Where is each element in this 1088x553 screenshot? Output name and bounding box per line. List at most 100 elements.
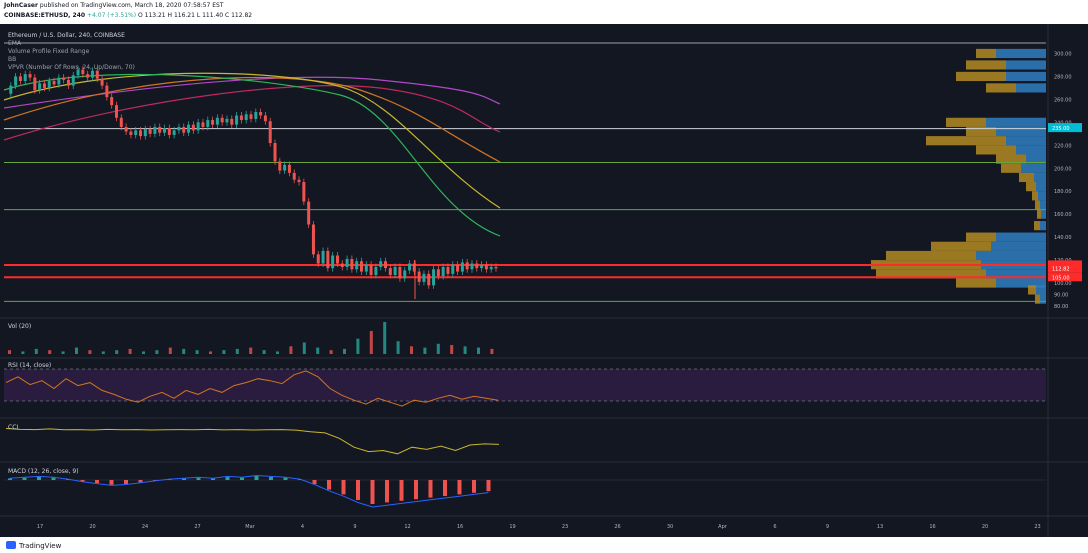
candle-body — [326, 250, 330, 269]
volume-profile-bar-up — [1021, 163, 1046, 173]
volume-profile-bar-down — [886, 250, 976, 261]
volume-profile-bar-down — [1035, 294, 1040, 304]
candle-body — [225, 118, 229, 123]
time-axis-tick: 24 — [142, 524, 148, 530]
candle-body — [456, 264, 460, 272]
volume-bar — [369, 330, 373, 354]
macd-line — [9, 474, 489, 508]
volume-profile-bar-up — [1026, 154, 1046, 164]
macd-histogram-bar — [283, 477, 288, 480]
candle-body — [86, 74, 90, 78]
indicator-legend-4[interactable]: VPVR (Number Of Rows, 24, Up/Down, 70) — [8, 64, 135, 71]
candle-body — [268, 121, 272, 144]
candle-body — [235, 115, 239, 125]
indicator-legend-2[interactable]: Volume Profile Fixed Range — [8, 48, 90, 55]
candle-body — [33, 77, 37, 91]
symbol-label[interactable]: COINBASE:ETHUSD, 240 — [4, 12, 86, 19]
macd-histogram-bar — [269, 476, 273, 480]
volume-bar — [168, 347, 172, 354]
candle-body — [38, 83, 42, 91]
macd-histogram-bar — [370, 480, 375, 504]
candle-body — [211, 120, 215, 125]
macd-histogram-bar — [95, 480, 99, 484]
volume-bar — [75, 347, 78, 354]
volume-bar — [450, 345, 454, 354]
candle-body — [201, 122, 205, 127]
volume-profile-bar-up — [1006, 60, 1046, 70]
volume-bar — [128, 348, 132, 354]
volume-profile-bar-up — [991, 241, 1046, 251]
time-axis-tick: 9 — [353, 524, 356, 530]
author-name[interactable]: JohnCaser — [4, 2, 38, 9]
volume-profile-bar-down — [1035, 200, 1040, 210]
candle-body — [484, 264, 488, 270]
price-axis-tick: 100.00 — [1054, 281, 1072, 287]
candle-body — [148, 129, 152, 134]
ema-purple-line — [3, 76, 501, 109]
volume-bar — [410, 346, 413, 354]
price-axis-tick: 80.00 — [1054, 304, 1068, 310]
candle-body — [475, 263, 479, 269]
macd-histogram-bar — [37, 476, 41, 480]
volume-profile-bar-down — [986, 83, 1016, 93]
candle-body — [340, 263, 344, 267]
candle-body — [350, 258, 354, 270]
macd-histogram-bar — [51, 477, 56, 480]
volume-bar — [209, 351, 212, 354]
price-tag-label: 112.82 — [1052, 266, 1070, 272]
price-tag-label: 235.00 — [1052, 126, 1070, 132]
candle-body — [119, 117, 123, 127]
macd-histogram-bar — [225, 476, 230, 480]
volume-profile-bar-down — [946, 117, 986, 127]
volume-profile-bar-up — [996, 278, 1046, 288]
candle-body — [254, 112, 258, 119]
candle-body — [42, 83, 46, 88]
candle-body — [331, 255, 335, 269]
time-axis-tick: 30 — [667, 524, 673, 530]
volume-profile-bar-up — [1016, 145, 1046, 155]
volume-bar — [490, 348, 494, 354]
volume-profile-bar-up — [986, 117, 1046, 127]
price-tag — [1048, 263, 1082, 273]
candle-body — [182, 126, 186, 133]
candle-body — [321, 250, 325, 264]
rsi-line — [5, 370, 499, 407]
candle-body — [163, 128, 167, 133]
candle-body — [307, 201, 311, 225]
time-axis-tick: 12 — [404, 524, 410, 530]
candle-body — [124, 126, 128, 132]
candle-body — [220, 117, 224, 123]
time-axis-tick: 9 — [826, 524, 829, 530]
snapshot-header: JohnCaser published on TradingView.com, … — [0, 0, 1088, 24]
candle-body — [167, 128, 171, 135]
cci-line — [5, 428, 500, 455]
volume-profile-bar-down — [976, 145, 1016, 155]
published-text: published on TradingView.com, March 18, … — [39, 2, 224, 9]
candle-body — [364, 264, 368, 272]
cci-pane-label: CCI — [8, 424, 19, 431]
macd-histogram-bar — [327, 480, 331, 490]
candle-body — [215, 117, 219, 125]
volume-profile-bar-up — [996, 126, 1046, 137]
volume-bar — [316, 347, 320, 354]
time-axis-tick: 19 — [509, 524, 515, 530]
indicator-legend-1[interactable]: EMA — [8, 40, 22, 47]
ohlc-text: O 113.21 H 116.21 L 111.40 C 112.82 — [138, 12, 253, 19]
volume-bar — [383, 322, 387, 354]
candle-body — [412, 263, 416, 272]
time-axis-tick: 13 — [877, 524, 883, 530]
volume-profile-bar-up — [1040, 294, 1046, 304]
macd-histogram-bar — [472, 480, 476, 493]
volume-bar — [249, 347, 253, 354]
volume-bar — [356, 338, 360, 354]
indicator-legend-3[interactable]: BB — [8, 56, 17, 63]
volume-bar — [463, 346, 467, 354]
candle-body — [18, 76, 22, 82]
tradingview-logo[interactable]: TradingView — [6, 541, 61, 550]
macd-histogram-bar — [138, 480, 143, 483]
candle-body — [278, 161, 282, 171]
volume-bar — [155, 350, 159, 354]
price-chart[interactable]: 300.00280.00260.00240.00220.00200.00180.… — [0, 24, 1088, 537]
volume-pane-label: Vol (20) — [8, 323, 32, 330]
